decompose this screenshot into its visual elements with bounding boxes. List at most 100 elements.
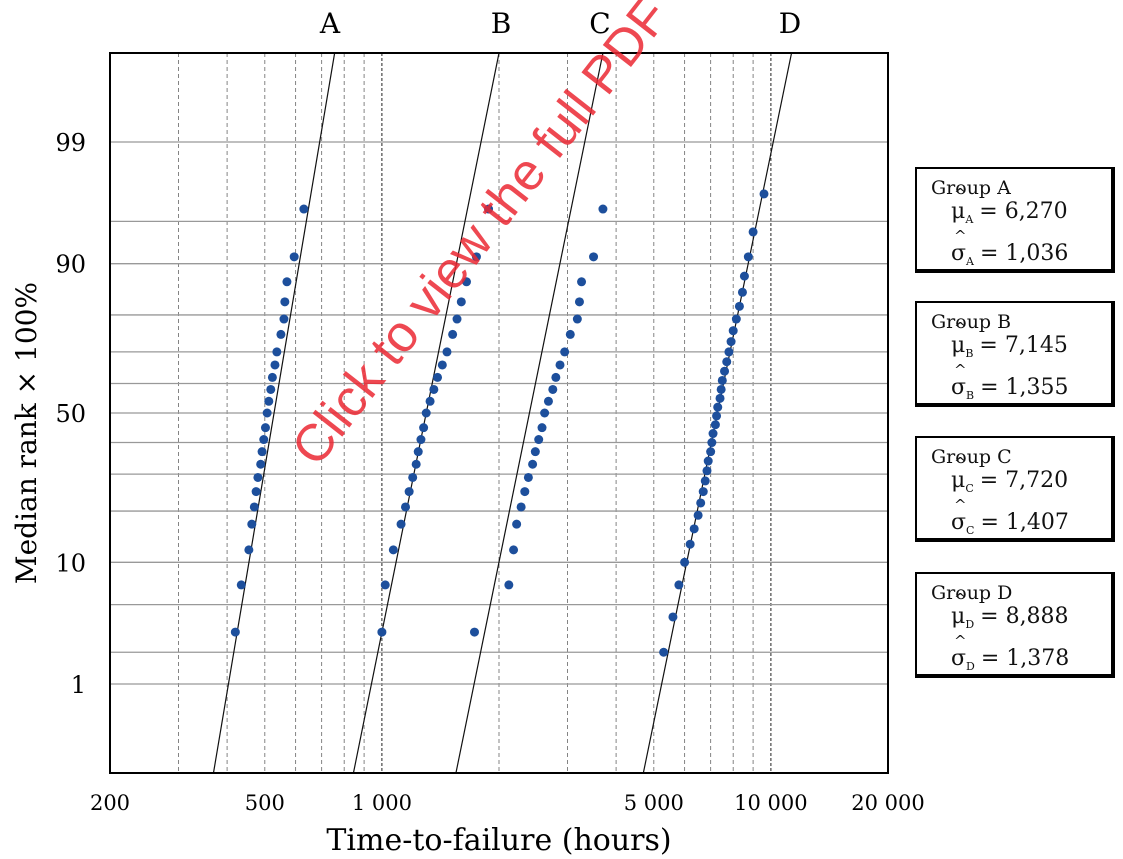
data-point-b <box>433 372 443 382</box>
data-point-d <box>689 524 699 534</box>
data-point-d <box>728 326 738 336</box>
data-point-d <box>739 271 749 281</box>
grid <box>110 53 888 773</box>
data-point-c <box>574 297 584 307</box>
data-point-c <box>565 329 575 339</box>
data-point-d <box>743 252 753 262</box>
x-tick-label: 20 000 <box>851 791 924 815</box>
data-point-a <box>253 472 263 482</box>
data-point-b <box>484 204 494 214</box>
data-point-b <box>413 447 423 457</box>
data-point-b <box>388 545 398 555</box>
legend-mu: μB = 7,145 <box>951 319 1068 360</box>
data-point-a <box>251 487 261 497</box>
legend-group-label: Group C <box>931 446 1012 468</box>
data-point-b <box>416 435 426 445</box>
data-point-b <box>442 347 452 357</box>
data-point-c <box>598 204 608 214</box>
plot-frame <box>109 52 889 774</box>
sigma-hat-symbol: σ <box>951 227 967 266</box>
data-point-d <box>707 438 717 448</box>
data-point-b <box>421 408 431 418</box>
data-point-a <box>259 435 269 445</box>
data-point-c <box>572 314 582 324</box>
data-point-c <box>548 384 558 394</box>
data-point-b <box>404 487 414 497</box>
data-point-a <box>244 545 254 555</box>
data-point-d <box>698 487 708 497</box>
data-point-c <box>540 408 550 418</box>
data-point-b <box>462 277 472 287</box>
sigma-subscript: A <box>966 255 974 268</box>
data-point-a <box>289 252 299 262</box>
y-tick-label: 10 <box>55 549 86 577</box>
data-point-a <box>257 447 267 457</box>
legend-mu: μC = 7,720 <box>951 454 1069 495</box>
y-tick-label: 90 <box>55 251 86 279</box>
data-point-c <box>509 545 519 555</box>
data-point-a <box>267 372 277 382</box>
mu-value: = 7,720 <box>979 468 1069 493</box>
tick-labels: 200 500 1 000 5 000 10 000 20 000 1 10 50 90 99 <box>55 129 924 815</box>
data-point-a <box>230 627 240 637</box>
data-point-d <box>722 357 732 367</box>
data-point-d <box>702 466 712 476</box>
legend-group-label: Group B <box>931 311 1012 333</box>
y-axis-label: Median rank × 100% <box>10 282 43 584</box>
mu-hat-symbol: μ <box>951 590 967 629</box>
fit-line-a <box>212 52 336 774</box>
series-label-d: D <box>779 7 801 40</box>
legend-box-group-a: Group A μA= 6,270 σA= 1,036 <box>915 167 1115 273</box>
x-tick-label: 5 000 <box>624 791 684 815</box>
data-point-c <box>543 396 553 406</box>
x-tick-label: 200 <box>90 791 130 815</box>
data-point-b <box>452 314 462 324</box>
data-point-d <box>680 557 690 567</box>
data-point-d <box>710 420 720 430</box>
data-points <box>230 189 769 657</box>
data-point-d <box>748 227 758 237</box>
data-point-c <box>523 472 533 482</box>
data-point-a <box>276 329 286 339</box>
data-point-a <box>279 314 289 324</box>
legend-group-label: Group A <box>931 177 1011 199</box>
sigma-value: = 1,378 <box>980 646 1070 671</box>
sigma-hat-symbol: σ <box>951 496 967 535</box>
data-point-c <box>512 519 522 529</box>
sigma-subscript: C <box>966 524 975 537</box>
series-label-b: B <box>491 7 512 40</box>
y-tick-label: 50 <box>55 400 86 428</box>
series-label-c: C <box>589 7 610 40</box>
data-point-a <box>282 277 292 287</box>
x-tick-label: 10 000 <box>734 791 807 815</box>
data-point-d <box>759 189 769 199</box>
data-point-b <box>456 297 466 307</box>
data-point-b <box>429 384 439 394</box>
y-tick-label: 1 <box>71 671 86 699</box>
fit-line-c <box>455 52 604 774</box>
mu-hat-symbol: μ <box>951 185 967 224</box>
data-point-d <box>731 314 741 324</box>
mu-subscript: D <box>965 618 975 631</box>
mu-value: = 6,270 <box>979 199 1068 224</box>
data-point-b <box>380 580 390 590</box>
mu-hat-symbol: μ <box>951 319 967 358</box>
data-point-a <box>249 502 259 512</box>
data-point-d <box>693 510 703 520</box>
series-label-a: A <box>319 7 341 40</box>
y-tick-label: 99 <box>55 129 86 157</box>
data-point-c <box>537 423 547 433</box>
legend-box-group-c: Group C μC= 7,720 σC= 1,407 <box>915 436 1115 542</box>
x-tick-label: 1 000 <box>352 791 412 815</box>
data-point-c <box>589 252 599 262</box>
mu-value: = 8,888 <box>980 604 1069 629</box>
series-labels: A B C D <box>319 7 801 40</box>
data-point-a <box>264 396 274 406</box>
data-point-d <box>715 393 725 403</box>
legend-box-group-b: Group B μB= 7,145 σB= 1,355 <box>915 301 1115 407</box>
data-point-a <box>256 459 266 469</box>
data-point-c <box>520 487 530 497</box>
data-point-c <box>577 277 587 287</box>
data-point-d <box>708 429 718 439</box>
sigma-hat-symbol: σ <box>951 632 967 671</box>
